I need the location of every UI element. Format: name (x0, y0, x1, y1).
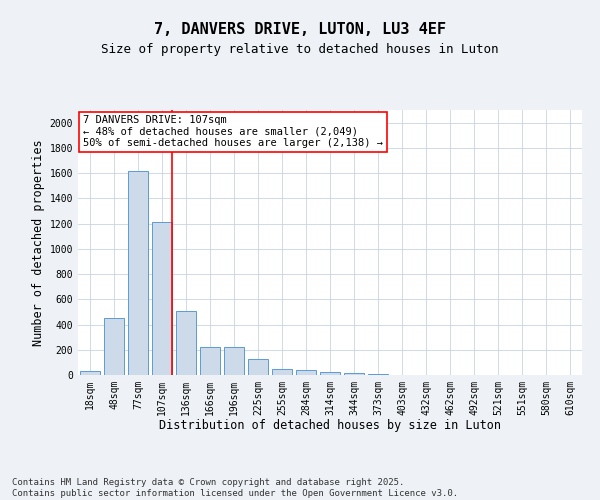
Bar (104, 318, 124, 375)
Text: 7, DANVERS DRIVE, LUTON, LU3 4EF: 7, DANVERS DRIVE, LUTON, LU3 4EF (154, 22, 446, 38)
Bar (272, 368, 292, 375)
Bar (248, 358, 268, 375)
Bar (344, 373, 364, 375)
Bar (80, 370, 100, 375)
Text: Size of property relative to detached houses in Luton: Size of property relative to detached ho… (101, 42, 499, 56)
Bar (296, 370, 316, 375)
Bar (128, 170, 148, 375)
Y-axis label: Number of detached properties: Number of detached properties (32, 139, 46, 346)
Bar (152, 222, 172, 375)
Bar (200, 346, 220, 375)
X-axis label: Distribution of detached houses by size in Luton: Distribution of detached houses by size … (159, 420, 501, 432)
Text: Contains HM Land Registry data © Crown copyright and database right 2025.
Contai: Contains HM Land Registry data © Crown c… (12, 478, 458, 498)
Bar (176, 310, 196, 375)
Bar (224, 347, 244, 375)
Text: 7 DANVERS DRIVE: 107sqm
← 48% of detached houses are smaller (2,049)
50% of semi: 7 DANVERS DRIVE: 107sqm ← 48% of detache… (83, 116, 383, 148)
Bar (320, 372, 340, 375)
Bar (368, 374, 388, 375)
